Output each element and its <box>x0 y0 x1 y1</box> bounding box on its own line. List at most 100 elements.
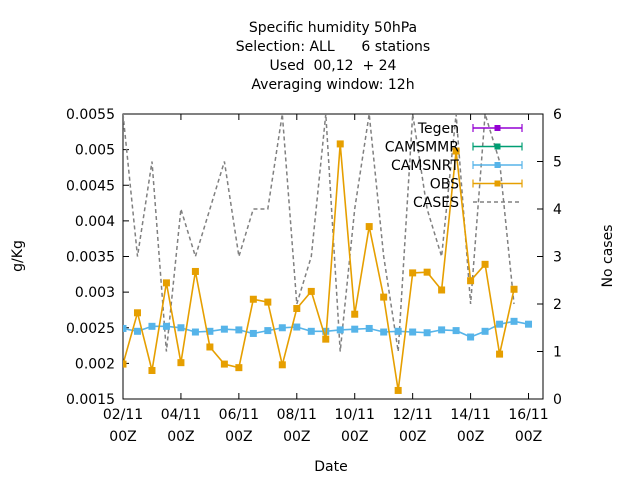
data-point-camsnrt <box>264 327 272 335</box>
x-tick-label: 16/11 <box>508 407 548 423</box>
data-point-obs <box>467 277 475 285</box>
data-point-obs <box>365 223 373 231</box>
data-point-obs <box>496 350 504 358</box>
data-point-obs <box>123 360 127 368</box>
data-point-camsnrt <box>177 324 185 332</box>
data-point-obs <box>278 361 286 369</box>
series-obs <box>123 140 518 394</box>
data-point-obs <box>235 364 243 372</box>
legend-marker-camsmmr <box>494 143 501 150</box>
data-point-obs <box>293 305 301 313</box>
y2-tick-label: 5 <box>553 155 562 171</box>
data-point-camsnrt <box>249 329 257 337</box>
legend-label-camsmmr: CAMSMMR <box>385 140 459 156</box>
x-tick-label: 12/11 <box>392 407 432 423</box>
data-point-obs <box>409 269 417 277</box>
chart-title-line: Averaging window: 12h <box>251 77 414 93</box>
data-point-camsnrt <box>423 329 431 337</box>
series-line-obs <box>123 143 515 391</box>
y-tick-label: 0.005 <box>75 143 115 159</box>
data-point-camsnrt <box>380 328 388 336</box>
data-point-camsnrt <box>307 327 315 335</box>
y2-axis: 0 1 2 3 4 5 6 <box>537 107 562 408</box>
y2-tick-label: 3 <box>553 250 562 266</box>
data-point-obs <box>133 309 141 317</box>
data-point-camsnrt <box>278 324 286 332</box>
data-point-camsnrt <box>525 320 533 328</box>
y-tick-label: 0.0025 <box>66 321 115 337</box>
y-tick-label: 0.003 <box>75 285 115 301</box>
chart-title-line: Selection: ALL 6 stations <box>236 39 430 55</box>
y-tick-label: 0.002 <box>75 356 115 372</box>
data-point-obs <box>177 359 185 367</box>
data-point-camsnrt <box>191 328 199 336</box>
y-axis: 0.0015 0.002 0.0025 0.003 0.0035 0.004 0.0045 0… <box>66 107 129 408</box>
data-point-camsnrt <box>438 326 446 334</box>
data-point-camsnrt <box>365 324 373 332</box>
x-tick-label-time: 00Z <box>515 429 542 445</box>
x-tick-label: 06/11 <box>219 407 259 423</box>
data-point-camsnrt <box>467 333 475 341</box>
data-point-obs <box>394 386 402 394</box>
y2-tick-label: 0 <box>553 392 562 408</box>
data-point-camsnrt <box>133 327 141 335</box>
x-tick-label-time: 00Z <box>283 429 310 445</box>
chart-title: Specific humidity 50hPa Selection: ALL 6 … <box>236 20 430 93</box>
data-point-obs <box>336 140 344 148</box>
plot-frame <box>122 113 544 400</box>
data-point-camsnrt <box>510 317 518 325</box>
data-point-obs <box>510 285 518 293</box>
legend-marker-tegen <box>494 125 501 131</box>
legend-label-tegen: Tegen <box>417 121 459 137</box>
x-tick-label-time: 00Z <box>457 429 484 445</box>
series-layer <box>123 114 533 394</box>
data-point-obs <box>481 260 489 268</box>
x-tick-label-time: 00Z <box>109 429 136 445</box>
data-point-camsnrt <box>336 326 344 334</box>
data-point-obs <box>220 360 228 368</box>
chart-title-line: Used 00,12 + 24 <box>270 58 397 74</box>
data-point-obs <box>206 343 214 351</box>
x-axis: 02/11 00Z 04/11 00Z 06/11 00Z 08/11 00Z 10/11 00Z… <box>103 114 549 445</box>
data-point-camsnrt <box>123 324 127 332</box>
data-point-camsnrt <box>409 328 417 336</box>
data-point-camsnrt <box>148 322 156 330</box>
data-point-obs <box>249 295 257 303</box>
chart-title-line: Specific humidity 50hPa <box>249 20 417 36</box>
series-line-cases <box>123 114 515 352</box>
data-point-camsnrt <box>452 327 460 335</box>
y2-tick-label: 6 <box>553 107 562 123</box>
data-point-camsnrt <box>235 326 243 334</box>
y2-tick-label: 2 <box>553 297 562 313</box>
plot-area <box>122 113 544 400</box>
data-point-camsnrt <box>496 320 504 328</box>
x-tick-label-time: 00Z <box>399 429 426 445</box>
x-tick-label-time: 00Z <box>341 429 368 445</box>
x-tick-label: 14/11 <box>450 407 490 423</box>
data-point-obs <box>380 293 388 301</box>
y2-tick-label: 1 <box>553 345 562 361</box>
data-point-camsnrt <box>481 327 489 335</box>
y2-tick-label: 4 <box>553 202 562 218</box>
data-point-obs <box>351 310 359 318</box>
x-tick-label: 04/11 <box>161 407 201 423</box>
x-tick-label-time: 00Z <box>225 429 252 445</box>
x-axis-label: Date <box>314 459 347 475</box>
data-point-obs <box>322 335 330 343</box>
y-tick-label: 0.0015 <box>66 392 115 408</box>
series-cases <box>123 114 515 352</box>
y-axis-label: g/Kg <box>10 240 26 272</box>
legend-marker-camsnrt <box>494 162 501 168</box>
y2-axis-label: No cases <box>600 225 616 288</box>
y-tick-label: 0.0055 <box>66 107 115 123</box>
y-tick-label: 0.0045 <box>66 178 115 194</box>
legend-label-obs: OBS <box>430 177 459 193</box>
data-point-camsnrt <box>351 325 359 333</box>
data-point-obs <box>191 267 199 275</box>
y-tick-label: 0.0035 <box>66 250 115 266</box>
legend-label-camsnrt: CAMSNRT <box>391 158 460 174</box>
legend: Tegen CAMSMMR CAMSNRT OBS CASES <box>385 121 523 211</box>
x-tick-label: 10/11 <box>335 407 375 423</box>
x-tick-label: 02/11 <box>103 407 143 423</box>
